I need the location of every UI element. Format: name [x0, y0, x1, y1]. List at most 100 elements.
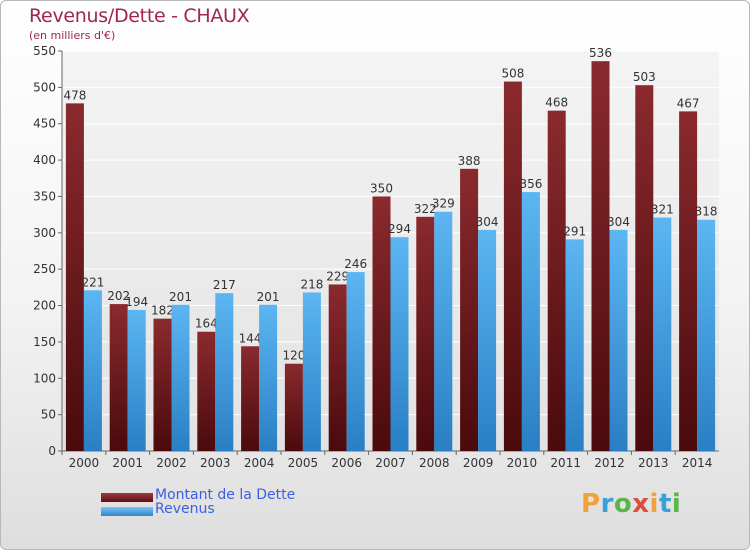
data-label-dette: 350 [370, 181, 393, 195]
data-label-dette: 229 [326, 269, 349, 283]
y-tick-label: 400 [33, 153, 56, 167]
data-label-revenus: 321 [651, 203, 674, 217]
bar-dette [65, 103, 84, 451]
data-label-dette: 536 [589, 46, 612, 60]
data-label-revenus: 304 [476, 215, 499, 229]
bar-revenus [521, 192, 540, 451]
bar-dette [328, 284, 347, 451]
x-tick-label: 2014 [682, 456, 713, 470]
y-tick-label: 0 [48, 444, 56, 458]
bar-dette [241, 346, 260, 451]
legend-label-revenus: Revenus [155, 501, 215, 517]
legend-swatch-dette [101, 493, 153, 502]
bar-dette [460, 168, 479, 451]
bar-revenus [478, 229, 497, 451]
y-tick-label: 150 [33, 335, 56, 349]
bar-revenus [697, 219, 716, 451]
chart-title: Revenus/Dette - CHAUX [29, 5, 250, 27]
bar-dette [153, 318, 172, 451]
bar-revenus [215, 293, 234, 451]
data-label-dette: 468 [545, 96, 568, 110]
bar-revenus [259, 304, 278, 451]
x-tick-label: 2013 [638, 456, 669, 470]
data-label-dette: 388 [458, 154, 481, 168]
y-tick-label: 350 [33, 189, 56, 203]
bar-revenus [171, 304, 190, 451]
data-label-revenus: 329 [432, 197, 455, 211]
data-label-dette: 503 [633, 70, 656, 84]
bar-dette [372, 196, 391, 451]
data-label-revenus: 356 [519, 177, 542, 191]
data-label-dette: 508 [501, 67, 524, 81]
x-tick-label: 2001 [112, 456, 143, 470]
bar-dette [197, 331, 216, 451]
y-tick-label: 550 [33, 44, 56, 58]
y-tick-label: 300 [33, 226, 56, 240]
bar-revenus [609, 229, 628, 451]
y-tick-label: 100 [33, 371, 56, 385]
proxiti-logo: Proxiti [581, 489, 681, 519]
y-tick-label: 250 [33, 262, 56, 276]
x-tick-label: 2005 [288, 456, 319, 470]
bar-revenus [346, 272, 365, 451]
logo-letter: P [581, 489, 601, 519]
data-label-dette: 164 [195, 317, 218, 331]
bar-dette [503, 81, 522, 451]
data-label-revenus: 217 [213, 278, 236, 292]
data-label-revenus: 201 [257, 290, 280, 304]
bar-dette [547, 110, 566, 452]
data-label-revenus: 291 [563, 224, 586, 238]
chart-subtitle: (en milliers d'€) [29, 29, 116, 42]
y-tick-label: 200 [33, 299, 56, 313]
data-label-revenus: 318 [695, 205, 718, 219]
logo-letter: i [649, 489, 659, 519]
data-label-dette: 144 [239, 331, 262, 345]
bar-revenus [565, 239, 584, 451]
logo-letter: r [600, 489, 614, 519]
x-tick-label: 2012 [594, 456, 625, 470]
bar-dette [591, 61, 610, 451]
bar-revenus [83, 290, 102, 451]
bar-dette [109, 304, 128, 451]
data-label-revenus: 194 [125, 295, 148, 309]
data-label-dette: 467 [677, 96, 700, 110]
x-tick-label: 2007 [375, 456, 406, 470]
data-label-dette: 182 [151, 304, 174, 318]
bar-revenus [434, 211, 453, 451]
x-tick-label: 2002 [156, 456, 187, 470]
x-tick-label: 2000 [69, 456, 100, 470]
bar-dette [416, 216, 435, 451]
data-label-dette: 478 [63, 88, 86, 102]
bar-revenus [653, 217, 672, 451]
data-label-revenus: 218 [300, 277, 323, 291]
x-tick-label: 2006 [331, 456, 362, 470]
y-tick-label: 450 [33, 117, 56, 131]
data-label-revenus: 304 [607, 215, 630, 229]
x-tick-label: 2009 [463, 456, 494, 470]
legend-item-revenus: Revenus [101, 501, 321, 518]
x-tick-label: 2010 [507, 456, 538, 470]
x-tick-label: 2003 [200, 456, 231, 470]
data-label-revenus: 246 [344, 257, 367, 271]
legend-label-dette: Montant de la Dette [155, 487, 296, 503]
data-label-dette: 202 [107, 289, 130, 303]
logo-letter: o [613, 489, 633, 519]
data-label-revenus: 201 [169, 290, 192, 304]
logo-letter: t [658, 489, 672, 519]
data-label-dette: 120 [282, 349, 305, 363]
data-label-revenus: 294 [388, 222, 411, 236]
x-tick-label: 2008 [419, 456, 450, 470]
y-tick-label: 50 [41, 408, 56, 422]
data-label-revenus: 221 [81, 275, 104, 289]
bar-dette [635, 85, 654, 451]
legend-item-dette: Montant de la Dette [101, 487, 321, 504]
bar-revenus [302, 292, 321, 451]
x-tick-label: 2011 [550, 456, 581, 470]
logo-letter: x [632, 489, 650, 519]
bar-revenus [127, 309, 146, 451]
y-tick-label: 500 [33, 80, 56, 94]
bar-revenus [390, 237, 409, 451]
bar-dette [284, 363, 303, 451]
